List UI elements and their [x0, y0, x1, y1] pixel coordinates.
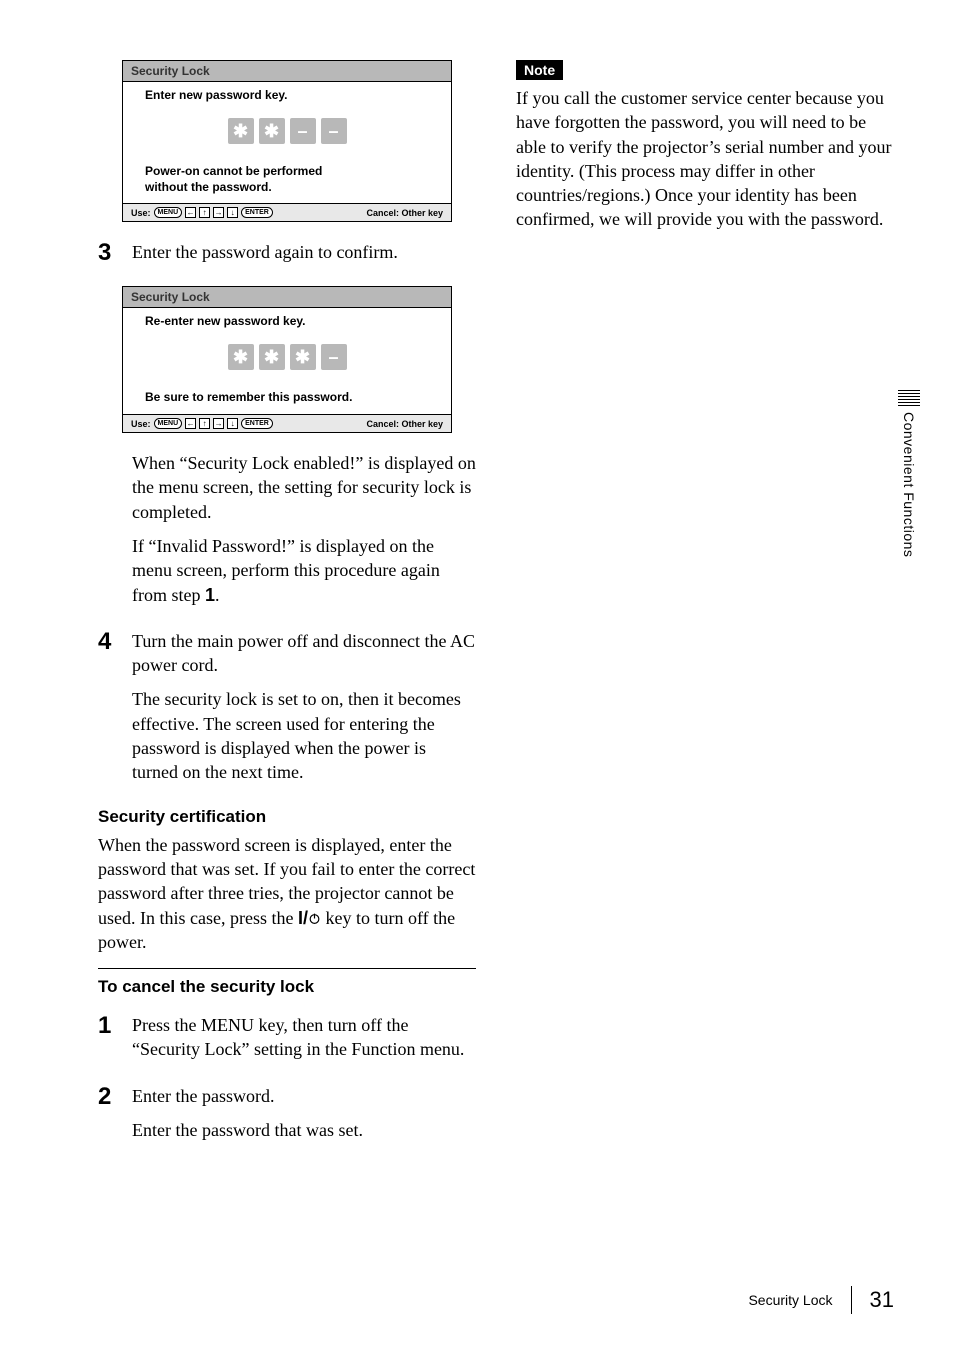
dialog-prompt: Re-enter new password key. — [123, 308, 451, 330]
dialog-title: Security Lock — [123, 61, 451, 82]
side-tab-label: Convenient Functions — [901, 412, 917, 557]
cancel-label: Cancel: Other key — [366, 208, 443, 218]
step-3-continued: When “Security Lock enabled!” is display… — [98, 451, 476, 617]
note-label: Note — [516, 60, 563, 80]
menu-key-icon: MENU — [154, 207, 183, 218]
footer-separator — [851, 1286, 852, 1314]
pw-cell: – — [321, 344, 347, 370]
security-lock-dialog-1: Security Lock Enter new password key. ✱ … — [122, 60, 452, 222]
divider — [98, 968, 476, 969]
step-body: When “Security Lock enabled!” is display… — [132, 451, 476, 617]
cancel-step-2: 2 Enter the password. Enter the password… — [98, 1084, 476, 1153]
pw-cell: ✱ — [259, 118, 285, 144]
power-key-label: I/ — [298, 908, 321, 928]
arrow-up-icon: ↑ — [199, 418, 210, 429]
footer-use-group: Use: MENU ← ↑ → ↓ ENTER — [131, 418, 273, 429]
side-tab-lines-icon — [898, 390, 920, 406]
power-icon — [308, 912, 321, 925]
step-body: Turn the main power off and disconnect t… — [132, 629, 476, 795]
right-column: Note If you call the customer service ce… — [516, 60, 894, 1164]
dialog-footer: Use: MENU ← ↑ → ↓ ENTER Cancel: Other ke… — [123, 414, 451, 432]
warn-line: without the password. — [145, 180, 272, 194]
step-subtext: The security lock is set to on, then it … — [132, 687, 476, 784]
step-number: 1 — [98, 1013, 118, 1072]
spacer — [98, 1003, 476, 1013]
step-4: 4 Turn the main power off and disconnect… — [98, 629, 476, 795]
step-subtext: Enter the password that was set. — [132, 1118, 476, 1142]
step-text: Press the MENU key, then turn off the “S… — [132, 1013, 476, 1062]
pw-cell: ✱ — [259, 344, 285, 370]
dialog-title: Security Lock — [123, 287, 451, 308]
pw-cell: ✱ — [228, 118, 254, 144]
left-column: Security Lock Enter new password key. ✱ … — [98, 60, 476, 1164]
para: If “Invalid Password!” is displayed on t… — [132, 534, 476, 607]
step-number-spacer — [98, 451, 118, 617]
step-ref: 1 — [205, 585, 215, 605]
step-body: Press the MENU key, then turn off the “S… — [132, 1013, 476, 1072]
footer-section: Security Lock — [748, 1292, 832, 1308]
step-3: 3 Enter the password again to confirm. — [98, 240, 476, 274]
security-certification-heading: Security certification — [98, 807, 476, 827]
power-key-prefix: I/ — [298, 908, 308, 928]
security-lock-dialog-2: Security Lock Re-enter new password key.… — [122, 286, 452, 433]
arrow-right-icon: → — [213, 207, 224, 218]
use-label: Use: — [131, 208, 151, 218]
password-cells: ✱ ✱ – – — [123, 104, 451, 162]
dialog-warning: Power-on cannot be performed without the… — [123, 162, 451, 203]
page: Security Lock Enter new password key. ✱ … — [0, 0, 954, 1352]
arrow-down-icon: ↓ — [227, 418, 238, 429]
warn-line: Power-on cannot be performed — [145, 164, 322, 178]
step-body: Enter the password again to confirm. — [132, 240, 476, 274]
pw-cell: – — [290, 118, 316, 144]
use-label: Use: — [131, 419, 151, 429]
security-certification-body: When the password screen is displayed, e… — [98, 833, 476, 954]
enter-key-icon: ENTER — [241, 418, 273, 429]
enter-key-icon: ENTER — [241, 207, 273, 218]
step-number: 4 — [98, 629, 118, 795]
columns: Security Lock Enter new password key. ✱ … — [98, 60, 894, 1164]
text: If “Invalid Password!” is displayed on t… — [132, 536, 440, 605]
step-text: Enter the password again to confirm. — [132, 240, 476, 264]
step-number: 2 — [98, 1084, 118, 1153]
pw-cell: – — [321, 118, 347, 144]
step-number: 3 — [98, 240, 118, 274]
step-text: Enter the password. — [132, 1084, 476, 1108]
step-body: Enter the password. Enter the password t… — [132, 1084, 476, 1153]
cancel-label: Cancel: Other key — [366, 419, 443, 429]
note-body: If you call the customer service center … — [516, 86, 894, 232]
pw-cell: ✱ — [228, 344, 254, 370]
arrow-down-icon: ↓ — [227, 207, 238, 218]
cancel-step-1: 1 Press the MENU key, then turn off the … — [98, 1013, 476, 1072]
para: When “Security Lock enabled!” is display… — [132, 451, 476, 524]
cancel-security-lock-heading: To cancel the security lock — [98, 977, 476, 997]
text: . — [215, 585, 220, 605]
pw-cell: ✱ — [290, 344, 316, 370]
dialog-footer: Use: MENU ← ↑ → ↓ ENTER Cancel: Other ke… — [123, 203, 451, 221]
dialog-warning: Be sure to remember this password. — [123, 388, 451, 414]
side-tab: Convenient Functions — [898, 390, 920, 557]
arrow-right-icon: → — [213, 418, 224, 429]
footer-use-group: Use: MENU ← ↑ → ↓ ENTER — [131, 207, 273, 218]
arrow-left-icon: ← — [185, 418, 196, 429]
arrow-left-icon: ← — [185, 207, 196, 218]
password-cells: ✱ ✱ ✱ – — [123, 330, 451, 388]
menu-key-icon: MENU — [154, 418, 183, 429]
arrow-up-icon: ↑ — [199, 207, 210, 218]
page-footer: Security Lock 31 — [0, 1286, 954, 1314]
step-text: Turn the main power off and disconnect t… — [132, 629, 476, 678]
dialog-prompt: Enter new password key. — [123, 82, 451, 104]
footer-page-number: 31 — [870, 1287, 894, 1313]
